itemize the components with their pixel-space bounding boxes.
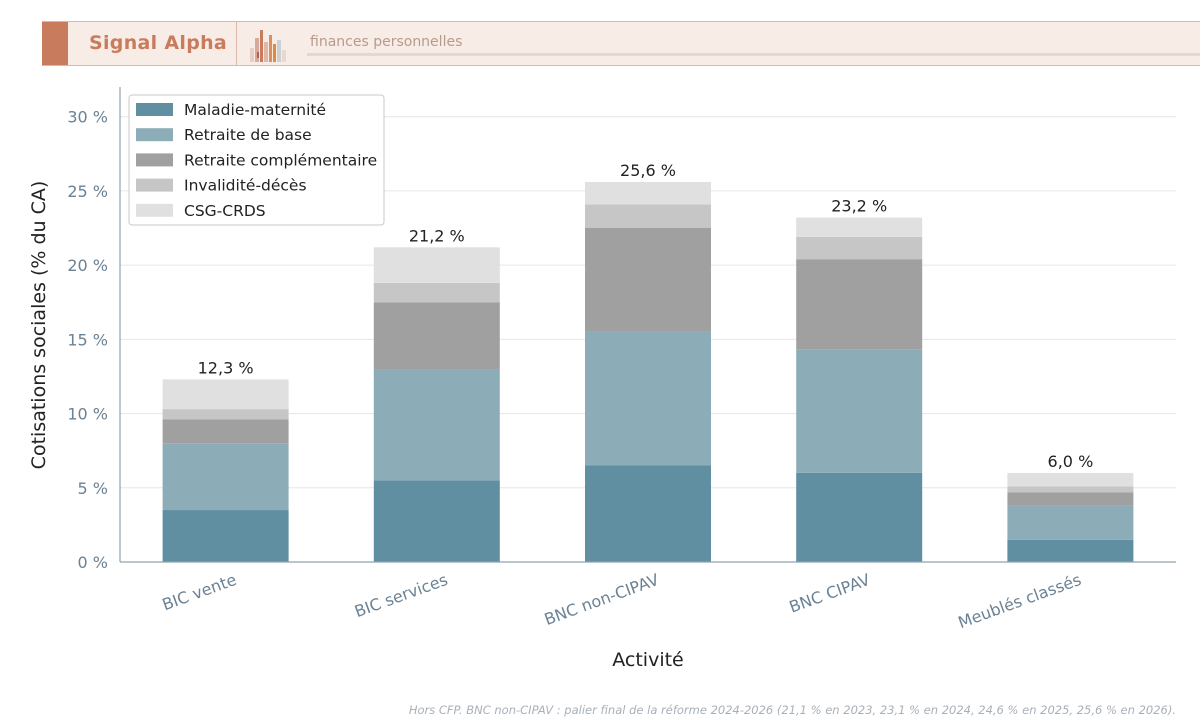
bar-segment: [796, 236, 923, 260]
bar-total-label: 12,3 %: [198, 358, 254, 377]
bar-segment: [1007, 472, 1134, 487]
bar-total-label: 6,0 %: [1048, 452, 1094, 471]
bar-segment: [585, 228, 711, 332]
bar-segment: [796, 259, 923, 350]
banner-accent: [42, 22, 68, 65]
tagline: finances personnelles: [310, 34, 463, 50]
bar-segment: [162, 443, 289, 511]
bar-segment: [796, 472, 923, 562]
header-banner: Signal Alpha finances personnelles: [42, 21, 1200, 66]
bar-segment: [796, 217, 923, 237]
bar-total-label: 23,2 %: [831, 197, 887, 216]
bar-segment: [1007, 505, 1134, 540]
banner-separator: [236, 22, 237, 65]
y-axis-label: Cotisations sociales (% du CA): [28, 181, 50, 470]
legend-swatch: [136, 153, 173, 167]
total-labels: 12,3 % 21,2 % 25,6 % 23,2 % 6,0 %: [198, 161, 1094, 471]
bar-segment: [373, 282, 500, 303]
legend-label: Retraite complémentaire: [184, 151, 377, 169]
bar-segment: [162, 419, 289, 444]
y-tick-label: 20 %: [67, 256, 108, 275]
bar-segment: [162, 379, 289, 410]
stacked-bar-chart: 0 % 5 % 10 % 15 % 20 % 25 % 30 % BIC vente BIC s…: [28, 87, 1176, 671]
bar-segment: [162, 510, 289, 562]
bar-segment: [162, 409, 289, 420]
bar-segment: [1007, 486, 1134, 493]
footnote: Hors CFP. BNC non-CIPAV : palier final d…: [408, 703, 1176, 717]
legend-swatch: [136, 128, 173, 142]
x-tick-label: BNC CIPAV: [787, 570, 873, 617]
bar-segment: [796, 349, 923, 473]
y-tick-label: 30 %: [67, 108, 108, 127]
legend-swatch: [136, 203, 173, 217]
brand-name: Signal Alpha: [89, 32, 228, 54]
legend-label: Retraite de base: [184, 126, 312, 144]
y-tick-label: 25 %: [67, 182, 108, 201]
bar-segment: [373, 480, 500, 562]
bar-segment: [373, 302, 500, 370]
legend-swatch: [136, 103, 173, 116]
x-tick-label: BIC services: [352, 570, 450, 621]
bar-segment: [585, 331, 711, 466]
tagline-underline: [307, 53, 1200, 56]
legend-swatch: [136, 178, 173, 192]
bars: [162, 182, 1134, 562]
bar-segment: [585, 465, 711, 562]
y-tick-label: 0 %: [78, 553, 108, 572]
bar-segment: [373, 369, 500, 481]
y-tick-label: 10 %: [67, 405, 108, 424]
bar-segment: [1007, 492, 1134, 506]
chart-logo-icon: [250, 30, 286, 62]
bar-segment: [585, 182, 711, 205]
y-tick-label: 15 %: [67, 330, 108, 349]
x-tick-label: BNC non-CIPAV: [542, 570, 662, 629]
legend: Maladie-maternité Retraite de base Retrait…: [128, 94, 385, 226]
x-tick-label: BIC vente: [160, 570, 239, 614]
bar-segment: [1007, 539, 1134, 562]
bar-total-label: 25,6 %: [620, 161, 676, 180]
bar-segment: [373, 247, 500, 283]
bar-segment: [585, 204, 711, 229]
legend-label: Maladie-maternité: [184, 101, 326, 119]
bar-total-label: 21,2 %: [409, 226, 465, 245]
y-tick-label: 5 %: [78, 479, 108, 498]
legend-label: Invalidité-décès: [184, 177, 307, 195]
x-tick-label: Meublés classés: [956, 570, 1084, 632]
legend-label: CSG-CRDS: [184, 202, 266, 220]
x-axis-label: Activité: [612, 649, 684, 671]
legend-box: [128, 94, 385, 226]
